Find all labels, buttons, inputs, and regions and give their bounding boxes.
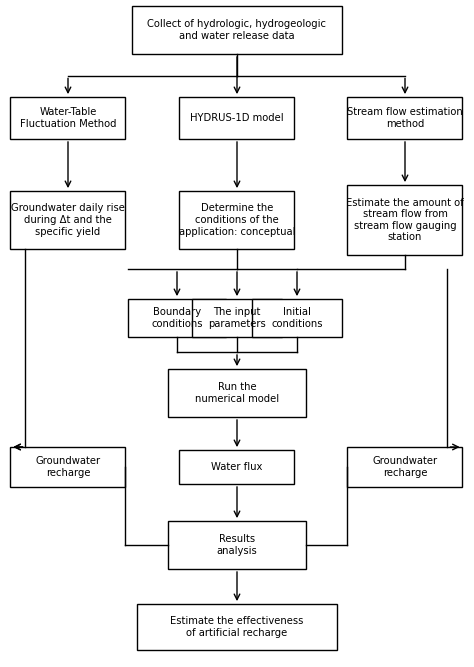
Text: Water-Table
Fluctuation Method: Water-Table Fluctuation Method (20, 107, 116, 129)
Text: Groundwater
recharge: Groundwater recharge (36, 456, 100, 478)
Text: Estimate the effectiveness
of artificial recharge: Estimate the effectiveness of artificial… (170, 616, 304, 638)
FancyBboxPatch shape (168, 369, 306, 417)
FancyBboxPatch shape (168, 521, 306, 569)
FancyBboxPatch shape (180, 97, 294, 139)
Text: Determine the
conditions of the
application: conceptual: Determine the conditions of the applicat… (179, 203, 295, 237)
FancyBboxPatch shape (347, 185, 463, 255)
FancyBboxPatch shape (180, 450, 294, 484)
FancyBboxPatch shape (137, 604, 337, 650)
Text: Groundwater
recharge: Groundwater recharge (373, 456, 438, 478)
FancyBboxPatch shape (347, 447, 463, 487)
Text: Results
analysis: Results analysis (217, 534, 257, 556)
FancyBboxPatch shape (180, 191, 294, 249)
FancyBboxPatch shape (10, 97, 126, 139)
Text: The input
parameters: The input parameters (208, 307, 266, 329)
FancyBboxPatch shape (128, 299, 226, 337)
Text: Run the
numerical model: Run the numerical model (195, 382, 279, 404)
FancyBboxPatch shape (347, 97, 463, 139)
FancyBboxPatch shape (252, 299, 342, 337)
Text: HYDRUS-1D model: HYDRUS-1D model (190, 113, 284, 123)
Text: Estimate the amount of
stream flow from
stream flow gauging
station: Estimate the amount of stream flow from … (346, 197, 464, 242)
Text: Stream flow estimation
method: Stream flow estimation method (347, 107, 463, 129)
Text: Water flux: Water flux (211, 462, 263, 472)
Text: Boundary
conditions: Boundary conditions (151, 307, 203, 329)
Text: Collect of hydrologic, hydrogeologic
and water release data: Collect of hydrologic, hydrogeologic and… (147, 19, 327, 41)
Text: Initial
conditions: Initial conditions (271, 307, 323, 329)
FancyBboxPatch shape (10, 447, 126, 487)
FancyBboxPatch shape (132, 6, 342, 54)
FancyBboxPatch shape (10, 191, 126, 249)
Text: Groundwater daily rise
during Δt and the
specific yield: Groundwater daily rise during Δt and the… (11, 203, 125, 237)
FancyBboxPatch shape (192, 299, 282, 337)
